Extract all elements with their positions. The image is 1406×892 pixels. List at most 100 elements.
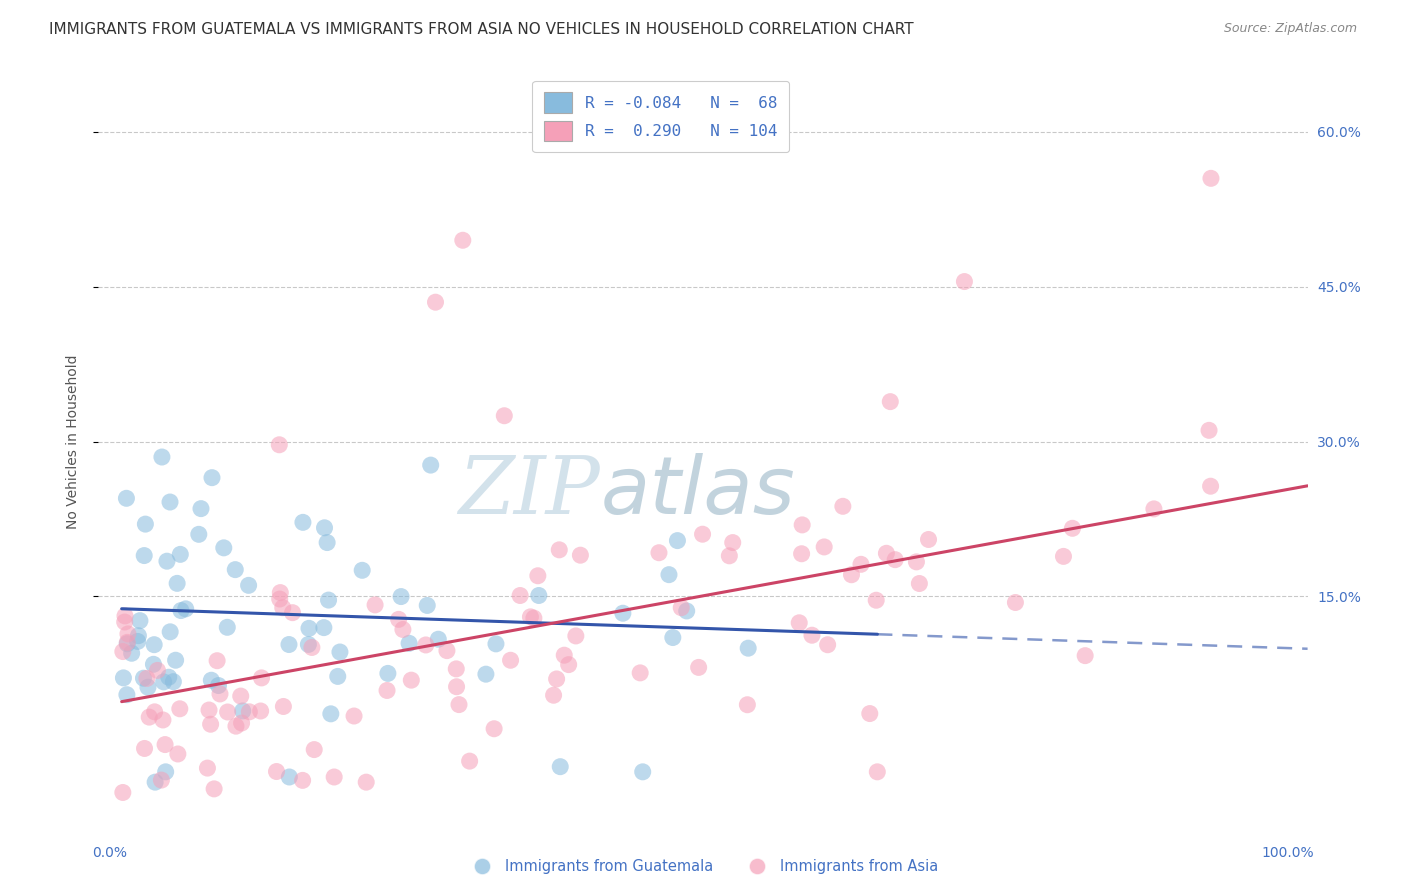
Point — [165, 653, 187, 667]
Point — [329, 645, 352, 659]
Point — [953, 275, 976, 289]
Point — [302, 742, 325, 756]
Point — [142, 657, 165, 672]
Point — [297, 637, 319, 651]
Point — [208, 687, 231, 701]
Point — [792, 517, 814, 532]
Point — [813, 540, 835, 554]
Point — [152, 713, 174, 727]
Point — [1052, 549, 1074, 564]
Text: 0.0%: 0.0% — [93, 847, 128, 860]
Point — [648, 546, 671, 560]
Point — [212, 541, 235, 555]
Point — [675, 604, 697, 618]
Point — [187, 527, 209, 541]
Point — [231, 716, 253, 731]
Legend: Immigrants from Guatemala, Immigrants from Asia: Immigrants from Guatemala, Immigrants fr… — [461, 854, 945, 880]
Point — [482, 722, 505, 736]
Y-axis label: No Vehicles in Household: No Vehicles in Household — [66, 354, 80, 529]
Point — [666, 533, 689, 548]
Point — [398, 636, 420, 650]
Point — [737, 698, 759, 712]
Point — [135, 672, 157, 686]
Point — [111, 785, 134, 799]
Point — [200, 717, 222, 731]
Point — [273, 699, 295, 714]
Point — [499, 653, 522, 667]
Point — [117, 635, 139, 649]
Point — [553, 648, 575, 663]
Point — [114, 615, 136, 629]
Point — [198, 703, 221, 717]
Point — [238, 578, 260, 592]
Point — [323, 770, 346, 784]
Point — [721, 535, 744, 549]
Point — [166, 576, 188, 591]
Point — [150, 773, 173, 788]
Point — [201, 471, 224, 485]
Text: atlas: atlas — [600, 453, 794, 531]
Point — [447, 698, 470, 712]
Point — [375, 683, 398, 698]
Point — [153, 738, 176, 752]
Point — [388, 612, 411, 626]
Point — [318, 593, 340, 607]
Point — [170, 603, 193, 617]
Point — [291, 516, 314, 530]
Point — [169, 547, 191, 561]
Point — [298, 621, 321, 635]
Point — [658, 567, 681, 582]
Point — [419, 458, 441, 472]
Point — [117, 627, 139, 641]
Point — [155, 764, 177, 779]
Point — [225, 719, 247, 733]
Point — [523, 611, 546, 625]
Point — [841, 567, 863, 582]
Point — [416, 599, 439, 613]
Point — [415, 638, 437, 652]
Point — [129, 614, 152, 628]
Point — [127, 629, 149, 643]
Point — [217, 705, 239, 719]
Point — [281, 606, 304, 620]
Point — [569, 548, 592, 562]
Point — [269, 438, 291, 452]
Point — [354, 775, 377, 789]
Point — [494, 409, 516, 423]
Point — [127, 634, 149, 648]
Point — [628, 665, 651, 680]
Point — [446, 662, 468, 676]
Point — [136, 680, 159, 694]
Point — [207, 679, 229, 693]
Point — [169, 702, 191, 716]
Point — [202, 781, 225, 796]
Point — [197, 761, 219, 775]
Point — [278, 638, 301, 652]
Point — [115, 637, 138, 651]
Point — [232, 704, 254, 718]
Point — [548, 542, 571, 557]
Point — [865, 593, 887, 607]
Text: IMMIGRANTS FROM GUATEMALA VS IMMIGRANTS FROM ASIA NO VEHICLES IN HOUSEHOLD CORRE: IMMIGRANTS FROM GUATEMALA VS IMMIGRANTS … — [49, 22, 914, 37]
Point — [217, 620, 239, 634]
Point — [1198, 423, 1220, 437]
Point — [866, 764, 889, 779]
Point — [269, 592, 291, 607]
Text: Source: ZipAtlas.com: Source: ZipAtlas.com — [1223, 22, 1357, 36]
Point — [229, 689, 252, 703]
Point — [115, 491, 138, 506]
Point — [446, 680, 468, 694]
Point — [1004, 595, 1026, 609]
Point — [737, 641, 759, 656]
Point — [112, 671, 135, 685]
Point — [134, 549, 156, 563]
Point — [389, 590, 412, 604]
Point — [509, 589, 531, 603]
Point — [200, 673, 222, 688]
Point — [343, 709, 366, 723]
Point — [905, 555, 928, 569]
Point — [132, 671, 155, 685]
Point — [917, 533, 939, 547]
Point — [543, 688, 565, 702]
Point — [205, 654, 228, 668]
